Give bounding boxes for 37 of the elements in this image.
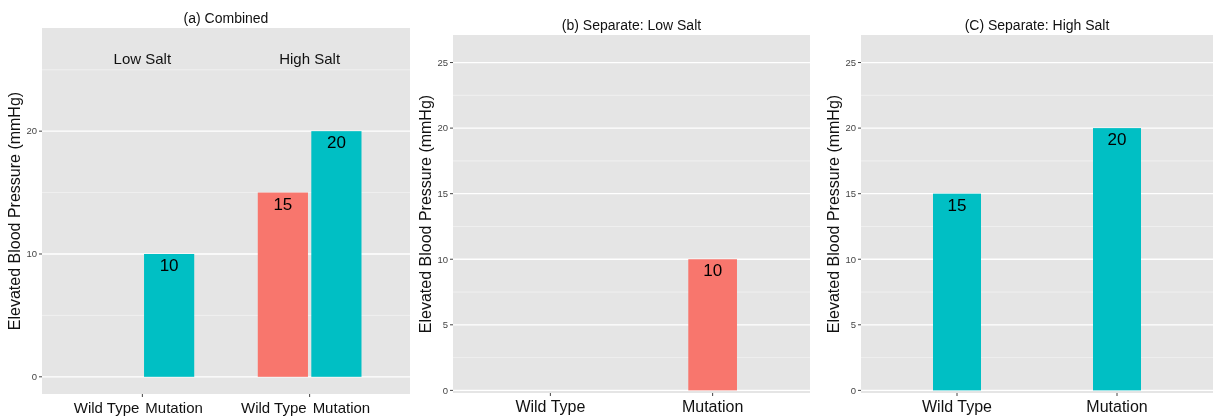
annotation: Low Salt <box>113 50 172 67</box>
x-tick-label: Mutation <box>681 398 744 415</box>
data-label: 15 <box>947 195 967 215</box>
y-tick-label: 20 <box>437 122 448 134</box>
data-label: 20 <box>326 133 346 153</box>
y-axis-title: Elevated Blood Pressure (mmHg) <box>825 94 842 334</box>
y-tick-label: 25 <box>437 56 448 68</box>
y-tick-label: 10 <box>26 248 37 260</box>
y-tick-label: 0 <box>31 371 37 383</box>
chart-title: (b) Separate: Low Salt <box>561 17 702 33</box>
y-tick-label: 15 <box>845 188 856 199</box>
data-label: 10 <box>159 255 179 275</box>
x-tick-label: Mutation <box>1086 398 1148 415</box>
x-tick-label: Wild Type <box>922 398 993 415</box>
y-tick-label: 10 <box>437 253 448 265</box>
y-tick-label: 5 <box>442 319 448 331</box>
x-tick-label: Wild Type <box>241 399 307 416</box>
x-tick-label: Wild Type <box>73 399 140 416</box>
data-label: 20 <box>1107 130 1127 150</box>
y-tick-label: 15 <box>437 188 448 199</box>
x-tick-label: Mutation <box>145 399 203 416</box>
chart-title: (a) Combined <box>183 10 269 26</box>
y-tick-label: 0 <box>850 384 856 396</box>
chart-title: (C) Separate: High Salt <box>964 17 1110 33</box>
data-label: 15 <box>273 194 293 214</box>
y-tick-label: 20 <box>845 122 856 134</box>
y-axis-title: Elevated Blood Pressure (mmHg) <box>417 94 434 334</box>
y-tick-label: 25 <box>845 56 856 68</box>
y-tick-label: 10 <box>845 253 856 265</box>
x-tick-label: Mutation <box>312 399 371 416</box>
x-tick-label: Wild Type <box>515 398 586 415</box>
y-tick-label: 20 <box>26 125 37 137</box>
y-axis-title: Elevated Blood Pressure (mmHg) <box>6 91 23 331</box>
annotation: High Salt <box>279 50 341 67</box>
y-tick-label: 5 <box>850 319 856 331</box>
y-tick-label: 0 <box>442 384 448 396</box>
data-label: 10 <box>703 261 723 281</box>
